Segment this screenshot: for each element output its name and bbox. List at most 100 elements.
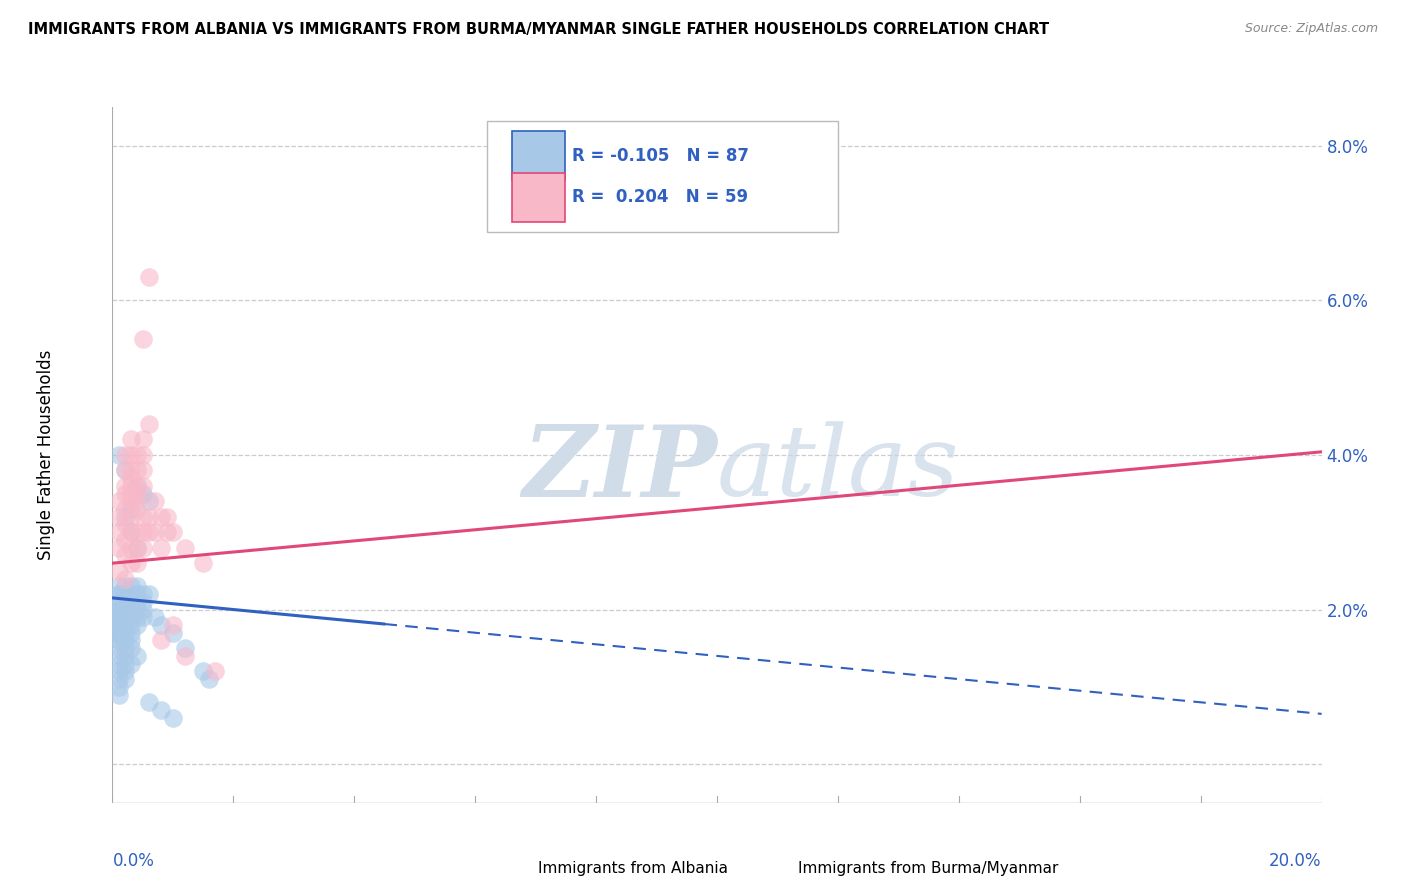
Point xyxy=(107,509,129,524)
Point xyxy=(107,602,129,616)
Point xyxy=(107,564,129,578)
Point xyxy=(107,618,129,632)
Point xyxy=(107,625,129,640)
Point xyxy=(120,448,142,462)
Point xyxy=(107,494,129,508)
Point xyxy=(125,648,148,663)
Point xyxy=(114,618,136,632)
Point xyxy=(107,579,129,593)
Point xyxy=(107,595,129,609)
Point xyxy=(149,618,172,632)
Point xyxy=(114,602,136,616)
Point xyxy=(125,610,148,624)
Point xyxy=(162,525,184,540)
Point xyxy=(114,602,136,616)
Point xyxy=(107,610,129,624)
Point xyxy=(198,672,221,686)
Point xyxy=(149,633,172,648)
Point xyxy=(107,587,129,601)
Point xyxy=(125,602,148,616)
FancyBboxPatch shape xyxy=(756,853,793,885)
Point xyxy=(107,618,129,632)
Point xyxy=(120,494,142,508)
Point xyxy=(107,541,129,555)
Point xyxy=(114,665,136,679)
Text: 0.0%: 0.0% xyxy=(112,852,155,870)
Point xyxy=(114,602,136,616)
Point xyxy=(132,595,155,609)
Point xyxy=(174,541,197,555)
Point xyxy=(138,525,160,540)
Point xyxy=(114,448,136,462)
Point xyxy=(120,595,142,609)
Point xyxy=(132,525,155,540)
Point xyxy=(114,610,136,624)
Point xyxy=(107,625,129,640)
Point xyxy=(107,688,129,702)
Point xyxy=(120,587,142,601)
Point xyxy=(132,433,155,447)
Text: IMMIGRANTS FROM ALBANIA VS IMMIGRANTS FROM BURMA/MYANMAR SINGLE FATHER HOUSEHOLD: IMMIGRANTS FROM ALBANIA VS IMMIGRANTS FR… xyxy=(28,22,1049,37)
Point xyxy=(143,610,166,624)
Point xyxy=(125,579,148,593)
Point xyxy=(114,595,136,609)
Point xyxy=(132,463,155,477)
Point xyxy=(114,595,136,609)
Point xyxy=(143,494,166,508)
Point xyxy=(107,648,129,663)
Point xyxy=(120,463,142,477)
Point xyxy=(107,618,129,632)
Text: Immigrants from Burma/Myanmar: Immigrants from Burma/Myanmar xyxy=(799,862,1059,877)
Point xyxy=(191,665,214,679)
Point xyxy=(120,625,142,640)
Point xyxy=(132,587,155,601)
Point xyxy=(120,433,142,447)
Point xyxy=(143,525,166,540)
Point xyxy=(120,525,142,540)
Point xyxy=(125,525,148,540)
Point xyxy=(114,502,136,516)
Point xyxy=(125,486,148,500)
Point xyxy=(132,332,155,346)
Point xyxy=(191,556,214,570)
Point xyxy=(138,270,160,285)
Point xyxy=(138,494,160,508)
Point xyxy=(125,595,148,609)
Point xyxy=(125,556,148,570)
Text: Single Father Households: Single Father Households xyxy=(37,350,55,560)
Point xyxy=(107,641,129,656)
Point xyxy=(107,633,129,648)
Point xyxy=(114,618,136,632)
Point xyxy=(107,610,129,624)
Point xyxy=(114,641,136,656)
Text: R = -0.105   N = 87: R = -0.105 N = 87 xyxy=(572,147,749,165)
Point xyxy=(114,572,136,586)
Point xyxy=(107,665,129,679)
Point xyxy=(114,509,136,524)
Point xyxy=(120,618,142,632)
Point xyxy=(156,509,179,524)
Point xyxy=(162,625,184,640)
Point xyxy=(107,672,129,686)
FancyBboxPatch shape xyxy=(512,173,565,222)
Point xyxy=(120,633,142,648)
Point xyxy=(114,633,136,648)
Point xyxy=(120,657,142,671)
Point xyxy=(107,602,129,616)
Point xyxy=(120,525,142,540)
Point xyxy=(162,618,184,632)
Text: ZIP: ZIP xyxy=(522,421,717,517)
Point xyxy=(120,502,142,516)
Point xyxy=(138,587,160,601)
Point xyxy=(138,509,160,524)
Point xyxy=(107,525,129,540)
Point xyxy=(107,633,129,648)
Point xyxy=(114,610,136,624)
Point xyxy=(125,618,148,632)
Point xyxy=(120,610,142,624)
FancyBboxPatch shape xyxy=(496,853,533,885)
Point xyxy=(120,556,142,570)
Point xyxy=(138,417,160,431)
Point xyxy=(114,587,136,601)
Point xyxy=(120,579,142,593)
